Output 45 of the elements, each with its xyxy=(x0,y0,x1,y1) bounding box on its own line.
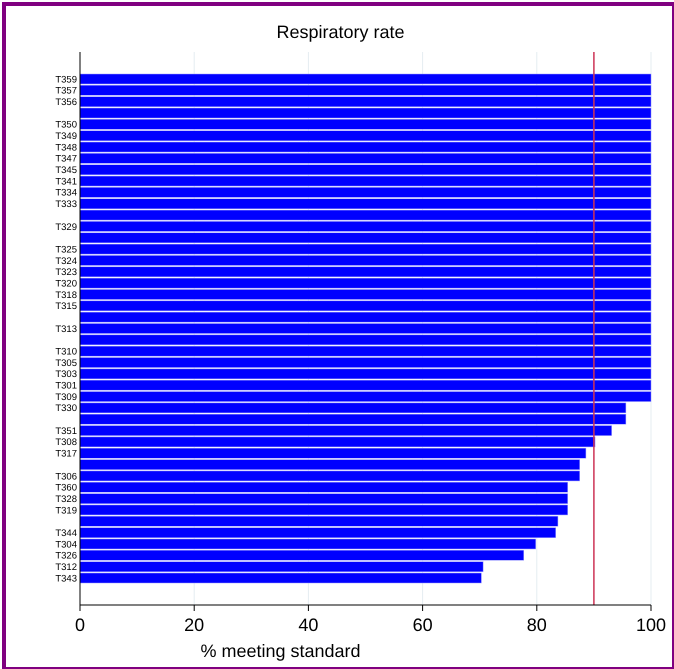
y-tick-label: T312 xyxy=(55,562,77,573)
y-tick-label: T325 xyxy=(55,244,77,256)
y-tick-label: T317 xyxy=(55,448,77,460)
x-tick-label: 20 xyxy=(184,615,204,635)
y-tick-label: T333 xyxy=(55,199,77,210)
x-tick-label: 40 xyxy=(298,615,318,635)
y-tick-label: T319 xyxy=(55,505,77,516)
y-tick-label: T344 xyxy=(55,528,77,539)
y-tick-label: T356 xyxy=(55,97,77,108)
x-tick-label: 80 xyxy=(526,615,547,635)
y-tick-label: T301 xyxy=(55,380,77,392)
x-tick-label: 60 xyxy=(412,615,433,635)
y-tick-label: T313 xyxy=(55,324,77,335)
y-tick-label: T347 xyxy=(55,154,77,165)
y-tick-label: T318 xyxy=(55,290,77,301)
y-tick-label: T343 xyxy=(55,573,77,584)
y-tick-label: T359 xyxy=(55,74,77,86)
y-tick-label: T360 xyxy=(55,482,77,494)
y-tick-label: T308 xyxy=(55,437,77,448)
y-tick-label: T306 xyxy=(55,471,77,482)
y-tick-label: T303 xyxy=(55,369,77,380)
y-tick-label: T330 xyxy=(55,403,77,414)
x-tick-label: 100 xyxy=(636,615,666,635)
x-axis-title: % meeting standard xyxy=(200,641,361,661)
y-tick-label: T315 xyxy=(55,301,77,312)
y-tick-label: T349 xyxy=(55,131,77,142)
y-tick-label: T357 xyxy=(55,86,77,97)
y-tick-label: T329 xyxy=(55,222,77,233)
y-tick-label: T305 xyxy=(55,358,77,369)
chart-title: Respiratory rate xyxy=(276,22,405,42)
y-tick-label: T328 xyxy=(55,494,77,505)
y-tick-label: T324 xyxy=(55,256,77,267)
y-tick-label: T345 xyxy=(55,165,77,176)
y-tick-label: T334 xyxy=(55,188,77,199)
y-tick-label: T320 xyxy=(55,278,77,290)
x-tick-label: 0 xyxy=(74,615,86,635)
y-tick-label: T310 xyxy=(55,346,77,358)
y-tick-label: T351 xyxy=(55,426,77,437)
y-tick-label: T348 xyxy=(55,142,77,154)
y-tick-label: T341 xyxy=(55,176,77,188)
y-tick-label: T326 xyxy=(55,550,77,562)
y-tick-label: T350 xyxy=(55,120,77,131)
y-tick-label: T309 xyxy=(55,392,77,403)
y-tick-label: T304 xyxy=(55,539,77,550)
y-tick-label: T323 xyxy=(55,267,77,278)
